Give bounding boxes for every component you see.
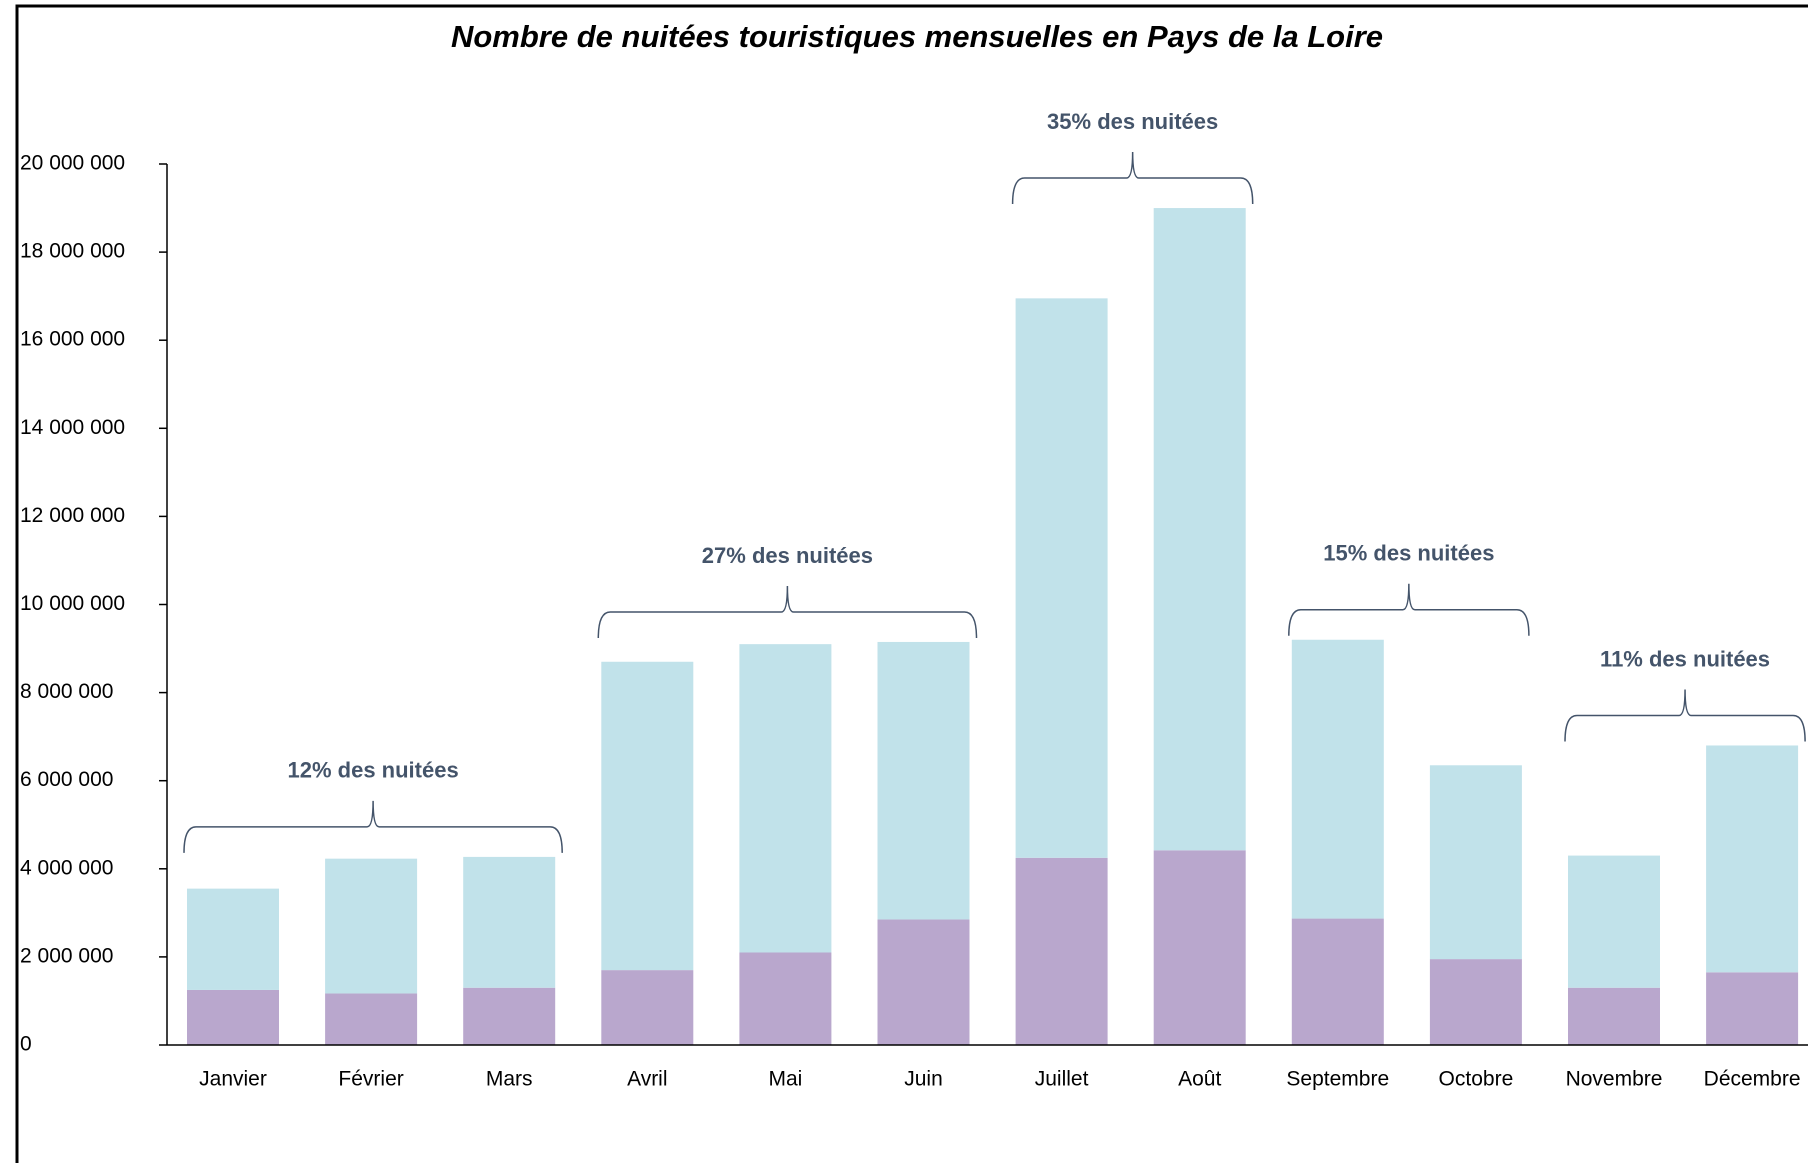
bar-segment — [601, 661, 694, 971]
bar-segment — [187, 989, 279, 1045]
bar-segment — [601, 970, 694, 1045]
x-tick-label: Septembre — [1286, 1068, 1389, 1091]
bar-segment — [1153, 208, 1246, 851]
y-tick-label: 12 000 000 — [20, 504, 125, 527]
y-tick-label: 8 000 000 — [20, 680, 113, 703]
bracket — [1011, 152, 1254, 205]
bar-segment — [1706, 972, 1799, 1045]
bar-segment — [463, 856, 556, 988]
y-tick-label: 2 000 000 — [20, 944, 113, 967]
bar-segment — [1429, 765, 1522, 960]
bar-segment — [739, 644, 832, 953]
x-tick-label: Avril — [627, 1068, 667, 1091]
annotation: 27% des nuitées — [702, 543, 873, 568]
bar-segment — [1706, 745, 1799, 973]
annotation: 15% des nuitées — [1323, 541, 1494, 566]
bracket — [1564, 689, 1806, 742]
y-tick-label: 20 000 000 — [20, 152, 125, 175]
x-tick-label: Novembre — [1566, 1068, 1663, 1091]
x-tick-label: Juin — [904, 1068, 943, 1091]
annotation: 12% des nuitées — [288, 758, 459, 783]
y-tick-label: 16 000 000 — [20, 328, 125, 351]
bar-segment — [1568, 855, 1660, 988]
x-tick-label: Août — [1178, 1068, 1221, 1091]
y-tick-label: 14 000 000 — [20, 416, 125, 439]
bar-segment — [187, 888, 279, 990]
bar-segment — [1568, 987, 1660, 1045]
bar-segment — [1429, 959, 1522, 1045]
y-tick-label: 18 000 000 — [20, 240, 125, 263]
x-tick-label: Janvier — [199, 1068, 267, 1091]
annotation: 35% des nuitées — [1047, 109, 1218, 134]
y-tick-label: 10 000 000 — [20, 592, 125, 615]
y-tick-label: 4 000 000 — [20, 856, 113, 879]
annotation: 11% des nuitées — [1600, 646, 1770, 671]
chart-title: Nombre de nuitées touristiques mensuelle… — [451, 19, 1383, 54]
x-tick-label: Février — [338, 1068, 403, 1091]
y-tick-label: 0 — [20, 1033, 32, 1056]
x-tick-label: Mai — [768, 1068, 802, 1091]
x-tick-label: Octobre — [1439, 1068, 1514, 1091]
bar-segment — [1291, 918, 1384, 1045]
bracket — [597, 585, 978, 638]
x-tick-label: Décembre — [1704, 1068, 1801, 1091]
bar-segment — [739, 952, 832, 1045]
x-tick-label: Mars — [486, 1068, 533, 1091]
bar-segment — [1291, 639, 1384, 919]
bar-segment — [1015, 298, 1108, 858]
bar-segment — [325, 858, 418, 994]
bracket — [1288, 583, 1530, 636]
bar-segment — [463, 987, 556, 1045]
bar-segment — [877, 919, 970, 1045]
bar-segment — [1015, 857, 1108, 1045]
bar-segment — [325, 993, 418, 1045]
x-tick-label: Juillet — [1035, 1068, 1089, 1091]
bar-segment — [1153, 850, 1246, 1045]
y-tick-label: 6 000 000 — [20, 768, 113, 791]
bar-segment — [877, 641, 970, 920]
